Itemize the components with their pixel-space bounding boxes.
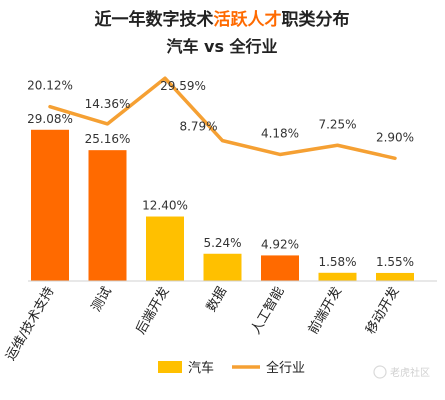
legend: 汽车 全行业	[158, 360, 305, 376]
line-value-label-1: 14.36%	[85, 97, 131, 111]
x-tick-label-4: 人工智能	[248, 285, 287, 338]
bar-value-label-3: 5.24%	[203, 236, 241, 250]
chart-title-part1: 近一年数字技术	[95, 9, 214, 30]
bar-value-labels: 29.08% 25.16% 12.40% 5.24% 4.92% 1.58% 1.55%	[27, 112, 414, 269]
bar-value-label-1: 25.16%	[85, 132, 131, 146]
bar-3	[203, 253, 242, 281]
legend-bar-swatch	[158, 361, 182, 373]
line-value-labels: 20.12% 14.36% 29.59% 8.79% 4.18% 7.25% 2.90%	[27, 79, 414, 145]
x-tick-label-2: 后端开发	[133, 284, 173, 337]
line-series	[48, 76, 397, 161]
line-value-label-3: 8.79%	[179, 120, 217, 134]
chart-subtitle: 汽车 vs 全行业	[166, 37, 277, 56]
line-value-label-2: 29.59%	[160, 79, 206, 93]
bar-4	[261, 255, 299, 281]
legend-bar-label: 汽车	[188, 360, 214, 376]
x-tick-label-6: 移动开发	[363, 284, 403, 337]
chart-title-part2: 职类分布	[282, 9, 350, 30]
bar-0	[31, 129, 69, 281]
line-series-path	[48, 76, 397, 161]
bar-value-label-0: 29.08%	[27, 112, 73, 126]
legend-line-label: 全行业	[266, 360, 305, 376]
x-axis-tick-labels: 运维/技术支持 测试 后端开发 数据 人工智能 前端开发 移动开发	[3, 284, 402, 363]
bar-value-label-4: 4.92%	[261, 237, 299, 251]
watermark-logo-icon	[373, 365, 387, 379]
x-tick-label-5: 前端开发	[305, 284, 345, 337]
line-value-label-4: 4.18%	[261, 126, 299, 140]
bar-5	[318, 272, 357, 281]
x-tick-label-3: 数据	[204, 285, 230, 315]
bar-value-label-2: 12.40%	[142, 199, 188, 213]
chart-title: 近一年数字技术活跃人才职类分布	[95, 9, 350, 30]
watermark-text: 老虎社区	[390, 366, 430, 379]
bar-2	[146, 216, 184, 281]
bar-1	[88, 150, 127, 281]
bar-6	[376, 272, 414, 281]
bar-value-label-5: 1.58%	[318, 255, 356, 269]
line-value-label-0: 20.12%	[27, 79, 73, 93]
line-value-label-5: 7.25%	[318, 117, 356, 131]
line-value-label-6: 2.90%	[376, 130, 414, 144]
bar-series	[31, 129, 414, 281]
watermark: 老虎社区	[373, 365, 430, 379]
chart-title-highlight: 活跃人才	[214, 9, 282, 30]
x-tick-label-1: 测试	[89, 285, 115, 315]
bar-value-label-6: 1.55%	[376, 255, 414, 269]
x-tick-label-0: 运维/技术支持	[3, 285, 57, 364]
